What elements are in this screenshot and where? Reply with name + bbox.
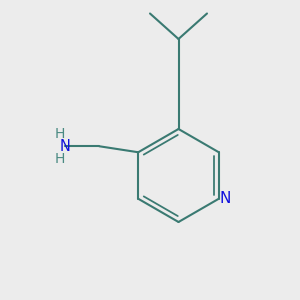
Text: H: H: [54, 152, 64, 166]
Text: N: N: [220, 191, 231, 206]
Text: H: H: [54, 127, 64, 141]
Text: N: N: [59, 139, 70, 154]
